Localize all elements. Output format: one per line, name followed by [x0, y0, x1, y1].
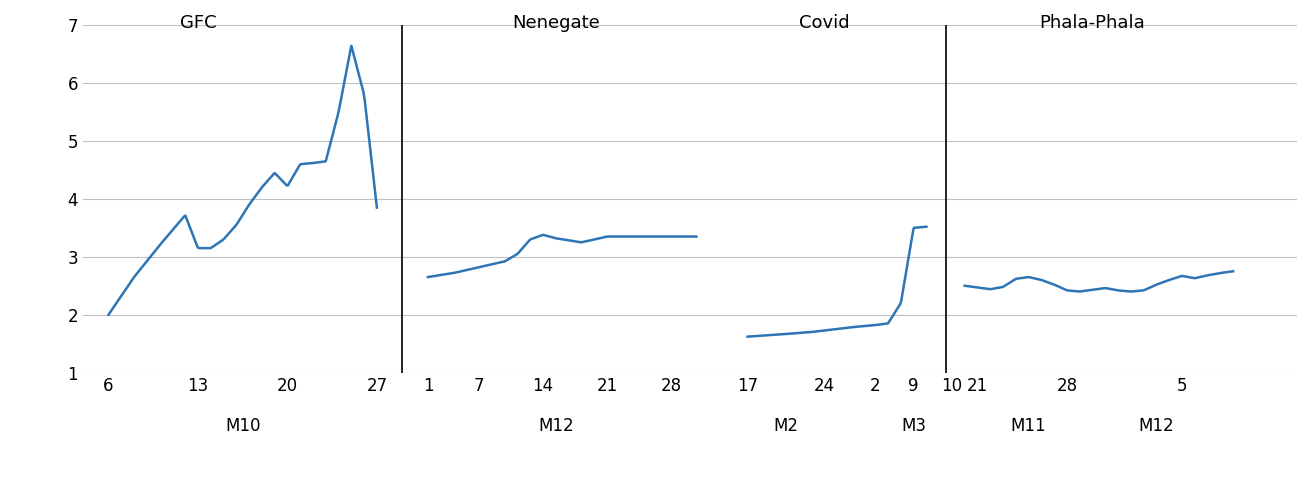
Text: M11: M11	[1010, 417, 1047, 435]
Text: GFC: GFC	[180, 14, 216, 32]
Text: M10: M10	[224, 417, 261, 435]
Text: Nenegate: Nenegate	[512, 14, 600, 32]
Text: M12: M12	[1139, 417, 1174, 435]
Text: Covid: Covid	[799, 14, 849, 32]
Text: M3: M3	[901, 417, 926, 435]
Text: M12: M12	[538, 417, 573, 435]
Text: Phala-Phala: Phala-Phala	[1039, 14, 1145, 32]
Text: M2: M2	[773, 417, 798, 435]
